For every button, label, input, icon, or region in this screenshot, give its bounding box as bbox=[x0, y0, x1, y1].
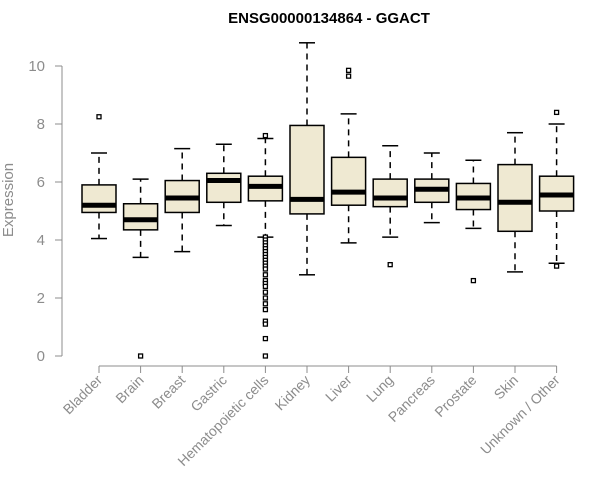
box-lung bbox=[372, 145, 408, 268]
outlier-point bbox=[262, 295, 269, 301]
outlier-point bbox=[387, 261, 393, 268]
iqr-box bbox=[122, 203, 159, 231]
x-tick-label: Breast bbox=[148, 372, 188, 412]
outlier-point bbox=[262, 301, 269, 307]
iqr-box bbox=[372, 178, 408, 208]
iqr-box bbox=[330, 156, 367, 206]
outlier-point bbox=[262, 266, 269, 272]
box-unknown-other bbox=[538, 109, 575, 269]
x-tick-label: Lung bbox=[363, 372, 396, 405]
outlier-point bbox=[137, 353, 144, 359]
outlier-point bbox=[262, 353, 269, 359]
y-tick-label: 0 bbox=[37, 348, 45, 365]
outlier-point bbox=[262, 306, 269, 313]
outlier-point bbox=[345, 67, 352, 73]
iqr-box bbox=[81, 184, 117, 214]
x-tick-label: Skin bbox=[491, 372, 522, 403]
y-tick-label: 10 bbox=[28, 58, 45, 75]
x-tick-label: Prostate bbox=[431, 372, 479, 420]
box-kidney bbox=[289, 42, 325, 276]
x-tick-label: Brain bbox=[112, 372, 146, 406]
box-gastric bbox=[206, 143, 242, 227]
x-tick-label: Kidney bbox=[272, 372, 314, 414]
outlier-point bbox=[262, 132, 269, 139]
outlier-point bbox=[262, 283, 269, 290]
outlier-point bbox=[262, 272, 269, 278]
y-tick-label: 6 bbox=[37, 174, 45, 191]
outlier-point bbox=[262, 335, 269, 342]
box-brain bbox=[122, 178, 159, 359]
iqr-box bbox=[497, 163, 533, 233]
box-breast bbox=[164, 147, 200, 253]
y-axis-label: Expression bbox=[0, 163, 17, 237]
x-tick-label: Liver bbox=[322, 372, 355, 405]
box-prostate bbox=[455, 159, 492, 284]
outlier-point bbox=[553, 109, 560, 116]
y-axis: 0 2 4 6 8 10 bbox=[28, 58, 63, 365]
y-tick-label: 2 bbox=[37, 290, 45, 307]
outlier-point bbox=[262, 321, 269, 327]
chart-title: ENSG00000134864 - GGACT bbox=[228, 10, 430, 27]
outlier-point bbox=[345, 73, 352, 79]
x-tick-label: Unknown / Other bbox=[477, 372, 563, 458]
box-bladder bbox=[81, 114, 117, 240]
outlier-point bbox=[470, 277, 477, 284]
box-skin bbox=[497, 131, 533, 273]
box-liver bbox=[330, 67, 367, 244]
outlier-point bbox=[262, 289, 269, 295]
box-hematopoietic-cells bbox=[247, 132, 284, 359]
box-pancreas bbox=[414, 152, 450, 224]
x-tick-label: Bladder bbox=[60, 372, 106, 418]
iqr-box bbox=[206, 172, 242, 204]
outlier-point bbox=[96, 114, 102, 120]
outlier-point bbox=[553, 263, 560, 269]
y-tick-label: 8 bbox=[37, 116, 45, 133]
boxes-group bbox=[81, 42, 575, 359]
y-tick-label: 4 bbox=[37, 232, 45, 249]
